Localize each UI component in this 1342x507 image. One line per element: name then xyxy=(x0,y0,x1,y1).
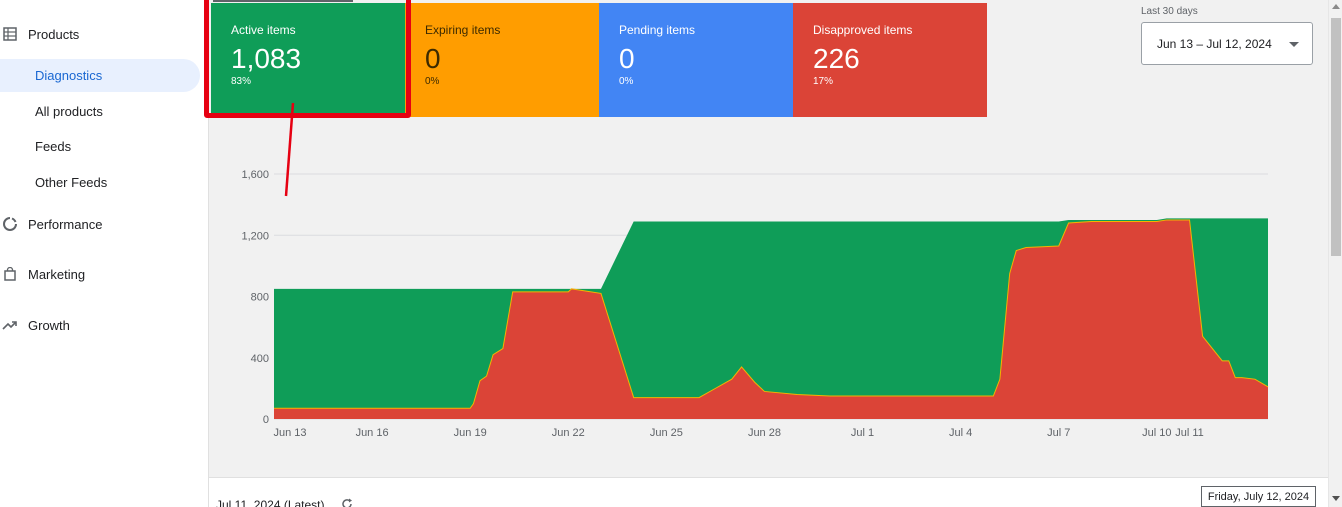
x-tick-label: Jun 19 xyxy=(454,427,487,439)
shopping-bag-icon xyxy=(2,266,18,282)
nav-feeds[interactable]: Feeds xyxy=(35,139,72,154)
date-range-value: Jun 13 – Jul 12, 2024 xyxy=(1157,36,1272,51)
scrollbar[interactable] xyxy=(1328,0,1342,507)
card-title: Disapproved items xyxy=(813,23,913,37)
x-tick-label: Jun 28 xyxy=(748,427,781,439)
card-percent: 0% xyxy=(425,76,440,87)
card-percent: 0% xyxy=(619,76,634,87)
nav-growth[interactable]: Growth xyxy=(0,308,200,342)
x-tick-label: Jun 22 xyxy=(552,427,585,439)
date-tooltip: Friday, July 12, 2024 xyxy=(1201,486,1316,507)
x-tick-label: Jul 7 xyxy=(1047,427,1070,439)
card-percent: 17% xyxy=(813,76,834,87)
scroll-down-icon[interactable] xyxy=(1332,496,1340,501)
x-tick-label: Jun 25 xyxy=(650,427,683,439)
date-range-label: Last 30 days xyxy=(1141,6,1198,17)
nav-diagnostics[interactable]: Diagnostics xyxy=(0,59,200,92)
card-disapproved-items[interactable]: Disapproved items 226 17% xyxy=(793,3,987,117)
nav-products-label: Products xyxy=(28,26,80,42)
trending-up-icon xyxy=(2,317,18,333)
bottom-panel xyxy=(209,477,1328,507)
nav-other-feeds[interactable]: Other Feeds xyxy=(35,175,108,190)
series-line-disapproved xyxy=(274,219,1269,409)
y-tick-label: 800 xyxy=(251,292,269,304)
card-title: Expiring items xyxy=(425,23,501,37)
x-tick-label: Jun 16 xyxy=(356,427,389,439)
scrollbar-thumb[interactable] xyxy=(1331,18,1341,256)
scroll-up-icon[interactable] xyxy=(1332,4,1340,9)
nav-products[interactable]: Products xyxy=(0,17,200,51)
y-tick-label: 1,200 xyxy=(241,230,269,242)
items-area-chart: 0 400 800 1,200 1,600 Jun 13 Jun 16 Jun 19 Jun 2… xyxy=(241,169,1269,439)
nav-performance[interactable]: Performance xyxy=(0,207,200,241)
x-tick-label: Jul 4 xyxy=(949,427,972,439)
nav-all-products[interactable]: All products xyxy=(35,104,103,119)
card-value: 226 xyxy=(813,43,860,74)
nav-growth-label: Growth xyxy=(28,317,70,333)
donut-chart-icon xyxy=(2,216,18,232)
card-expiring-items[interactable]: Expiring items 0 0% xyxy=(405,3,599,117)
series-area-disapproved xyxy=(274,219,1268,419)
refresh-icon[interactable] xyxy=(341,498,353,507)
tab-underline xyxy=(213,0,353,2)
card-active-items[interactable]: Active items 1,083 83% xyxy=(211,3,405,117)
status-cards: Active items 1,083 83% Expiring items 0 … xyxy=(211,3,987,117)
table-icon xyxy=(2,26,18,42)
nav-performance-label: Performance xyxy=(28,216,103,232)
y-tick-label: 1,600 xyxy=(241,169,269,181)
card-value: 0 xyxy=(425,43,441,74)
nav-marketing[interactable]: Marketing xyxy=(0,257,200,291)
x-tick-label: Jun 13 xyxy=(273,427,306,439)
y-tick-label: 400 xyxy=(251,353,269,365)
card-value: 0 xyxy=(619,43,635,74)
y-tick-label: 0 xyxy=(263,414,269,426)
x-tick-label: Jul 10 xyxy=(1142,427,1171,439)
x-tick-label: Jul 11 xyxy=(1175,427,1204,439)
card-percent: 83% xyxy=(231,76,252,87)
x-tick-label: Jul 1 xyxy=(851,427,874,439)
latest-date-text: Jul 11, 2024 (Latest) xyxy=(216,498,325,507)
sidebar: Products Diagnostics All products Feeds … xyxy=(0,0,208,507)
chevron-down-icon xyxy=(1289,42,1299,47)
nav-marketing-label: Marketing xyxy=(28,266,86,282)
card-value: 1,083 xyxy=(231,43,302,74)
card-title: Pending items xyxy=(619,23,696,37)
card-title: Active items xyxy=(231,23,296,37)
date-range-select[interactable]: Jun 13 – Jul 12, 2024 xyxy=(1141,22,1313,65)
card-pending-items[interactable]: Pending items 0 0% xyxy=(599,3,793,117)
